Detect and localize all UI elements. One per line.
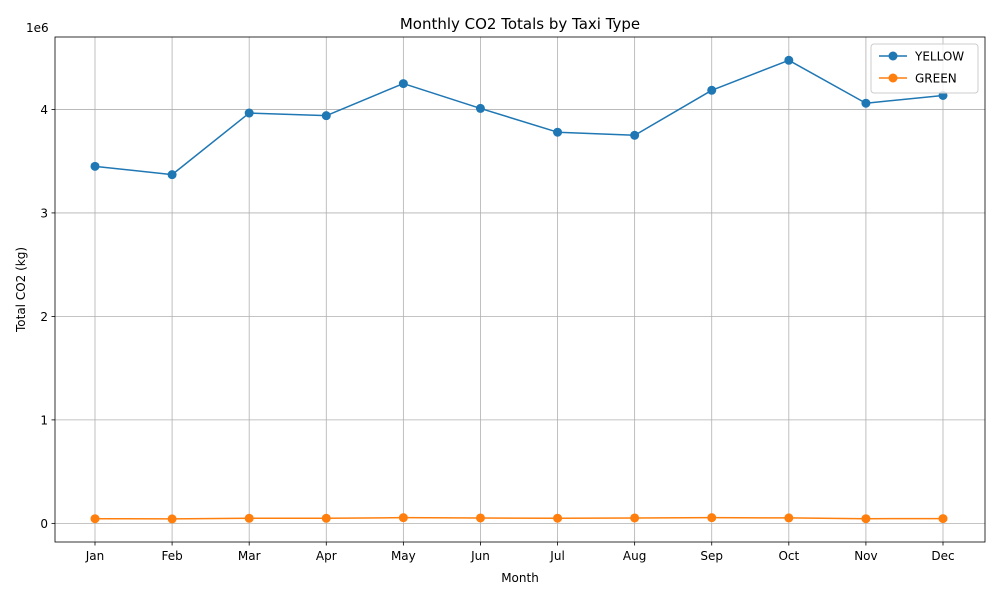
x-tick-label: Oct bbox=[778, 549, 799, 563]
x-tick-label: Apr bbox=[316, 549, 337, 563]
data-point bbox=[861, 514, 871, 524]
data-point bbox=[784, 513, 794, 523]
y-axis-offset-label: 1e6 bbox=[26, 21, 49, 35]
data-point bbox=[938, 514, 948, 524]
x-tick-label: Jun bbox=[470, 549, 490, 563]
data-point bbox=[475, 513, 485, 523]
data-point bbox=[167, 514, 177, 524]
x-tick-label: Nov bbox=[854, 549, 877, 563]
data-point bbox=[707, 513, 717, 523]
legend-item-yellow: YELLOW bbox=[879, 50, 964, 64]
x-tick-label: Jul bbox=[549, 549, 564, 563]
y-tick-label: 1 bbox=[40, 413, 48, 427]
data-point bbox=[784, 55, 794, 65]
data-point bbox=[861, 98, 871, 108]
grid-lines bbox=[55, 37, 985, 542]
legend-label: GREEN bbox=[915, 72, 957, 86]
axis-ticks: Jan Feb Mar Apr May Jun Jul Aug Sep Oct Nov Dec 0 1 2 3… bbox=[40, 103, 954, 563]
data-point bbox=[321, 513, 331, 523]
data-point bbox=[398, 513, 408, 523]
x-tick-label: Aug bbox=[623, 549, 646, 563]
series-group bbox=[90, 55, 948, 524]
data-point bbox=[321, 111, 331, 121]
data-point bbox=[244, 108, 254, 118]
x-tick-label: Mar bbox=[238, 549, 261, 563]
series-green bbox=[90, 513, 948, 524]
x-tick-label: Dec bbox=[931, 549, 954, 563]
legend: YELLOW GREEN bbox=[870, 43, 979, 94]
y-tick-label: 3 bbox=[40, 206, 48, 220]
y-tick-label: 0 bbox=[40, 517, 48, 531]
x-axis-label: Month bbox=[501, 571, 539, 585]
data-point bbox=[630, 513, 640, 523]
data-point bbox=[90, 161, 100, 171]
legend-label: YELLOW bbox=[914, 50, 964, 64]
chart-title: Monthly CO2 Totals by Taxi Type bbox=[400, 15, 640, 33]
data-point bbox=[167, 170, 177, 180]
data-point bbox=[630, 130, 640, 140]
data-point bbox=[707, 85, 717, 95]
series-line bbox=[94, 516, 944, 520]
y-tick-label: 2 bbox=[40, 310, 48, 324]
data-point bbox=[244, 513, 254, 523]
y-tick-label: 4 bbox=[40, 103, 48, 117]
data-point bbox=[90, 514, 100, 524]
plot-frame bbox=[54, 36, 986, 543]
data-point bbox=[553, 127, 563, 137]
x-tick-label: Sep bbox=[700, 549, 723, 563]
legend-swatch-marker bbox=[888, 51, 898, 61]
y-axis-label: Total CO2 (kg) bbox=[14, 247, 28, 333]
data-point bbox=[475, 103, 485, 113]
data-point bbox=[398, 79, 408, 89]
series-line bbox=[94, 59, 944, 176]
x-tick-label: Jan bbox=[85, 549, 105, 563]
data-point bbox=[553, 513, 563, 523]
x-tick-label: May bbox=[391, 549, 416, 563]
legend-swatch-marker bbox=[888, 73, 898, 83]
legend-item-green: GREEN bbox=[879, 72, 957, 86]
x-tick-label: Feb bbox=[161, 549, 182, 563]
